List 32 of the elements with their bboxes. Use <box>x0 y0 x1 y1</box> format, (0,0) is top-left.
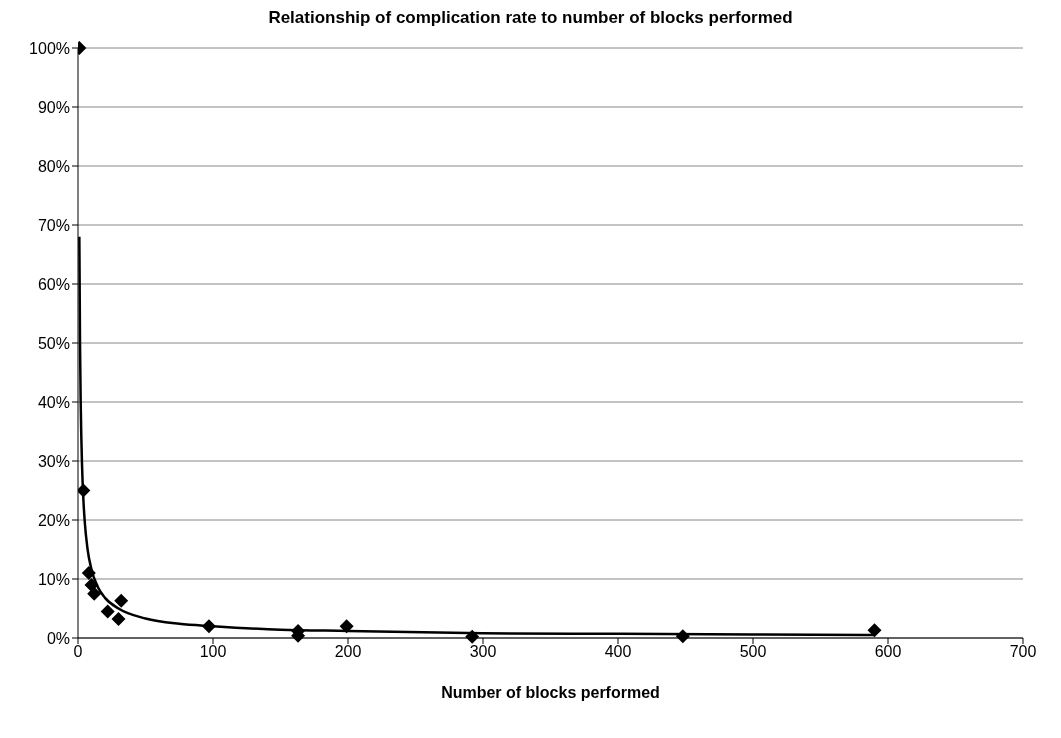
chart-title: Relationship of complication rate to number of blocks performed <box>267 8 794 28</box>
x-tick-label: 0 <box>73 643 83 661</box>
point <box>339 619 354 634</box>
point <box>867 623 882 638</box>
x-tick-label: 600 <box>874 643 902 661</box>
x-axis-title: Number of blocks performed <box>441 684 660 701</box>
y-tick-label: 60% <box>37 275 70 293</box>
y-tick-label: 40% <box>37 393 70 411</box>
point <box>81 566 96 581</box>
point <box>78 483 91 498</box>
y-tick-label: 30% <box>37 452 70 470</box>
x-tick-label: 200 <box>334 643 362 661</box>
y-tick-label: 10% <box>37 570 70 588</box>
point <box>201 619 216 634</box>
point <box>465 629 480 644</box>
y-tick-label: 80% <box>37 157 70 175</box>
y-tick-label: 0% <box>46 629 70 647</box>
point <box>675 629 690 644</box>
y-tick-label: 50% <box>37 334 70 352</box>
x-tick-label: 300 <box>469 643 497 661</box>
x-tick-label: 700 <box>1009 643 1037 661</box>
point <box>114 593 129 608</box>
x-tick-label: 100 <box>199 643 227 661</box>
y-tick-label: 90% <box>37 98 70 116</box>
point <box>100 604 115 619</box>
x-tick-label: 400 <box>604 643 632 661</box>
point <box>111 612 126 627</box>
y-tick-label: 100% <box>29 39 70 57</box>
y-tick-label: 70% <box>37 216 70 234</box>
x-tick-label: 500 <box>739 643 767 661</box>
point <box>87 586 102 601</box>
y-tick-label: 20% <box>37 511 70 529</box>
